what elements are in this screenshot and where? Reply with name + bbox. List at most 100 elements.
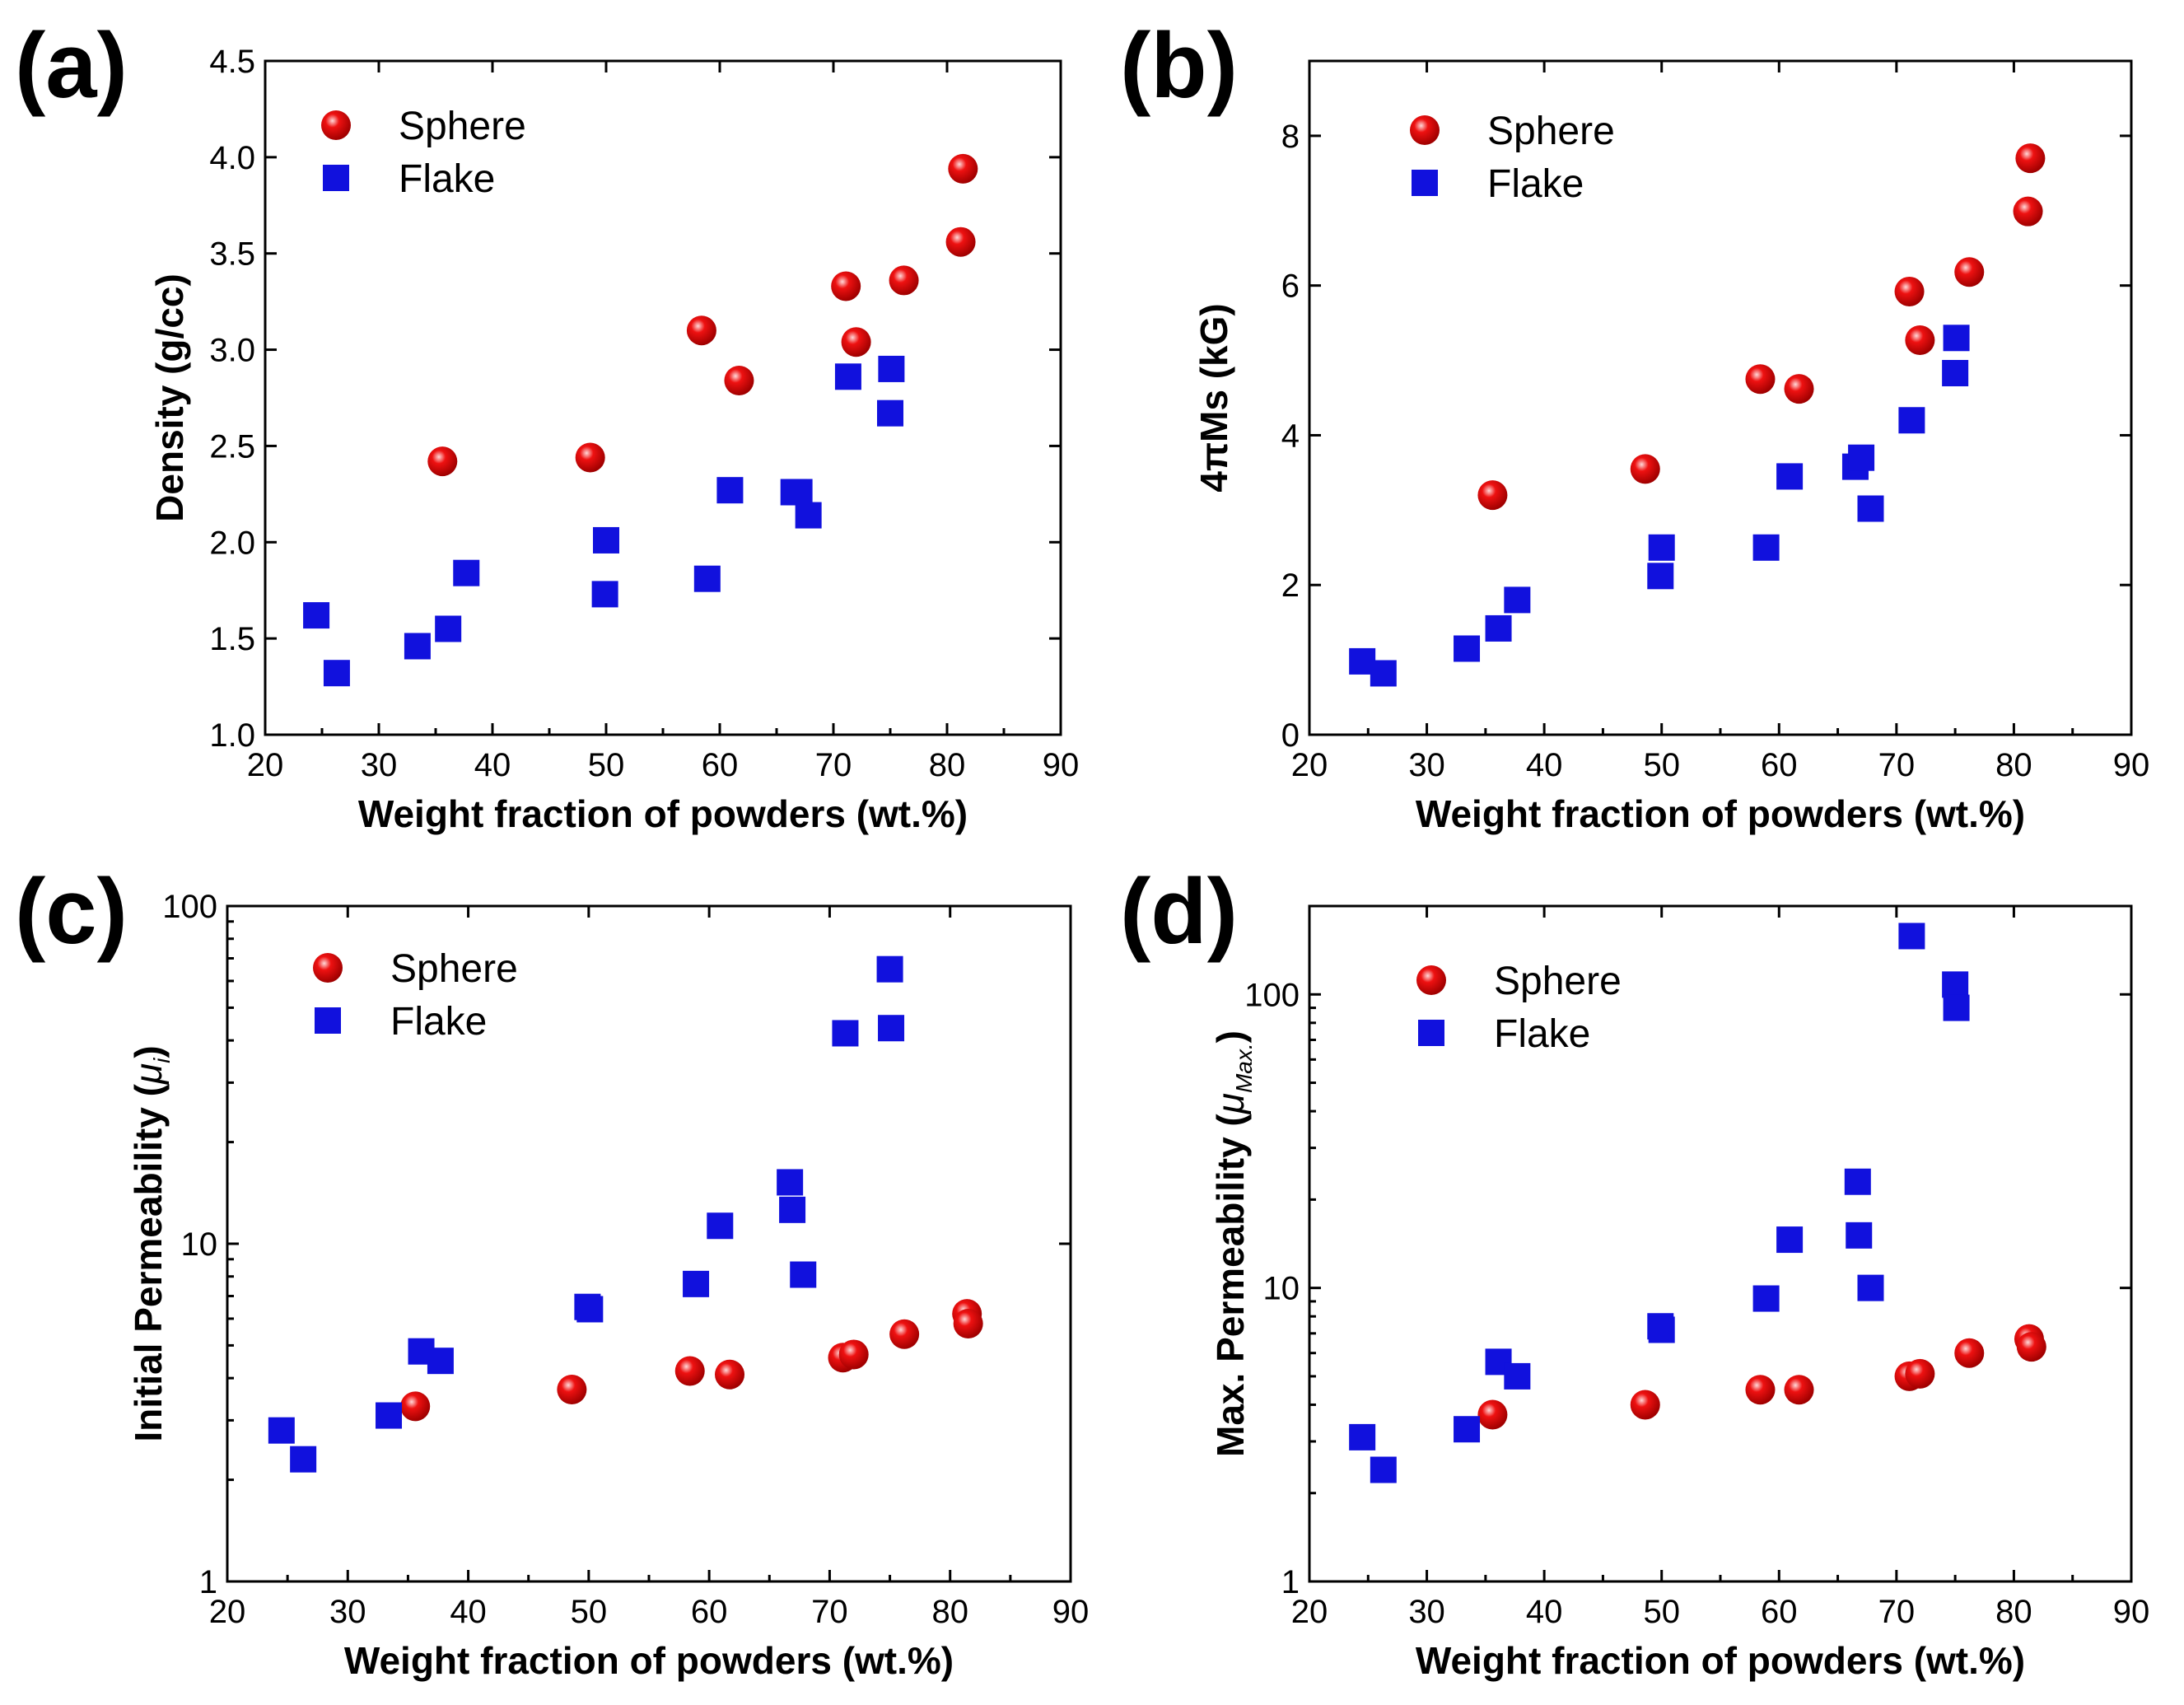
flake-point — [268, 1417, 295, 1444]
y-tick-label: 10 — [1263, 1271, 1300, 1307]
sphere-point — [2016, 1332, 2046, 1362]
x-tick-label: 50 — [571, 1594, 608, 1630]
x-tick-label: 60 — [1761, 1594, 1798, 1630]
flake-point — [1898, 923, 1925, 950]
x-tick-label: 80 — [1995, 747, 2032, 783]
flake-point — [593, 526, 619, 554]
sphere-point — [2013, 196, 2043, 227]
sphere-point — [724, 365, 754, 395]
sphere-point — [715, 1359, 745, 1390]
sphere-point — [1477, 480, 1508, 511]
x-tick-label: 30 — [329, 1594, 366, 1630]
legend-sphere-marker — [1416, 965, 1446, 995]
flake-point — [435, 615, 462, 642]
panel-label: (d) — [1120, 860, 1238, 963]
sphere-point — [948, 153, 978, 184]
flake-point — [834, 363, 861, 390]
sphere-point — [427, 446, 458, 477]
flake-point — [1846, 1222, 1873, 1249]
flake-point — [1648, 534, 1675, 561]
flake-point — [683, 1270, 710, 1297]
sphere-point — [953, 1308, 983, 1338]
sphere-point — [1630, 1390, 1660, 1420]
flake-point — [576, 1296, 604, 1323]
flake-point — [1647, 563, 1674, 590]
legend-label: Sphere — [1494, 960, 1622, 1003]
legend: Sphere Flake — [1416, 960, 1622, 1056]
y-tick-label: 1.0 — [209, 717, 255, 754]
sphere-point — [838, 1339, 869, 1370]
x-tick-label: 40 — [1526, 1594, 1563, 1630]
y-axis-title: Density (g/cc) — [148, 273, 191, 522]
panel-label: (a) — [15, 14, 128, 117]
x-tick-label: 80 — [931, 1594, 968, 1630]
chart-panel-a: (a) 20 30 40 50 60 70 80 90 1.0 1.5 2.0 2.5 3.0 3.5 4.0… — [15, 14, 1079, 835]
x-axis-title: Weight fraction of powders (wt.%) — [1416, 792, 2025, 835]
legend-flake-marker — [1412, 170, 1438, 196]
y-tick-label: 2.0 — [209, 525, 255, 561]
y-tick-label: 1.5 — [209, 621, 255, 657]
sphere-point — [889, 265, 919, 296]
x-tick-label: 60 — [1761, 747, 1798, 783]
sphere-point — [1745, 364, 1776, 395]
sphere-point — [1894, 276, 1925, 306]
x-tick-label: 80 — [929, 747, 966, 783]
y-tick-label: 4.5 — [209, 44, 255, 80]
x-tick-label: 90 — [2113, 747, 2150, 783]
flake-point — [1857, 495, 1884, 522]
sphere-point — [1954, 257, 1985, 287]
y-tick-label: 2 — [1281, 568, 1300, 604]
flake-point — [303, 602, 330, 629]
y-tick-label: 3.0 — [209, 333, 255, 369]
x-tick-label: 70 — [1878, 1594, 1916, 1630]
x-tick-label: 80 — [1995, 1594, 2032, 1630]
flake-point — [1349, 1423, 1376, 1450]
x-tick-label: 20 — [1291, 1594, 1328, 1630]
sphere-point — [1784, 374, 1814, 404]
flake-point — [1943, 325, 1970, 352]
flake-point — [453, 559, 480, 586]
sphere-point — [831, 271, 861, 301]
flake-point — [1454, 1416, 1481, 1443]
flake-point — [877, 399, 903, 427]
x-tick-label: 30 — [1408, 747, 1445, 783]
legend-label: Flake — [1487, 162, 1584, 206]
y-tick-label: 8 — [1281, 119, 1300, 155]
flake-point — [1485, 614, 1512, 642]
chart-panel-b: (b) 20 30 40 50 60 70 80 90 0 2 4 6 8 Weight fraction … — [1120, 14, 2149, 835]
x-tick-label: 40 — [1526, 747, 1563, 783]
legend-label: Flake — [390, 1000, 487, 1044]
x-tick-label: 50 — [1643, 747, 1680, 783]
legend: Sphere Flake — [313, 947, 518, 1044]
sphere-point — [1905, 1358, 1935, 1389]
y-tick-label: 100 — [162, 889, 217, 925]
legend-flake-marker — [323, 165, 349, 191]
flake-point — [832, 1020, 859, 1047]
flake-point — [716, 477, 744, 504]
x-tick-label: 40 — [474, 747, 511, 783]
flake-point — [878, 1015, 905, 1042]
flake-point — [591, 581, 618, 608]
sphere-point — [575, 442, 605, 473]
flake-point — [1454, 635, 1481, 662]
flake-point — [878, 355, 905, 382]
x-tick-label: 90 — [2113, 1594, 2150, 1630]
sphere-point — [1630, 454, 1660, 484]
legend-label: Flake — [1494, 1012, 1590, 1056]
legend-label: Flake — [399, 157, 495, 201]
legend: Sphere Flake — [321, 105, 526, 201]
flake-point — [404, 633, 431, 660]
flake-point — [1504, 586, 1531, 614]
y-tick-label: 4.0 — [209, 140, 255, 176]
legend-sphere-marker — [1410, 115, 1440, 145]
x-tick-label: 70 — [815, 747, 852, 783]
flake-point — [786, 479, 813, 506]
flake-point — [1752, 534, 1780, 561]
x-tick-label: 30 — [361, 747, 398, 783]
legend-label: Sphere — [399, 105, 526, 148]
flake-point — [1844, 1168, 1871, 1195]
y-axis-title: Max. Permeability (μMax.) — [1209, 1030, 1257, 1457]
flake-point — [1942, 971, 1969, 998]
flake-point — [777, 1169, 804, 1196]
legend-flake-marker — [1418, 1020, 1444, 1046]
